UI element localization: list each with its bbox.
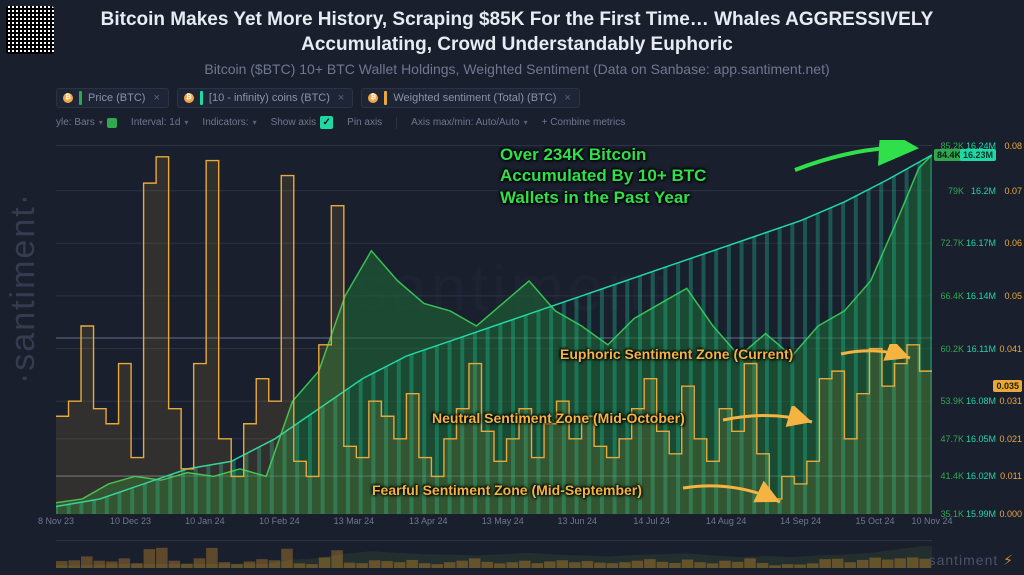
axis-tick: 41.4K: [940, 471, 964, 481]
x-tick: 8 Nov 23: [38, 516, 74, 526]
axis-tick: 0.021: [999, 434, 1022, 444]
combine-metrics-button[interactable]: + Combine metrics: [542, 117, 626, 128]
legend-row: ₿ Price (BTC) × ₿ [10 - infinity) coins (BTC…: [56, 88, 580, 108]
pin-axis-label: Pin axis: [347, 117, 382, 128]
interval-selector[interactable]: Interval: 1d ▾: [131, 117, 189, 128]
axis-tick: 0.06: [1004, 238, 1022, 248]
mini-chart[interactable]: [56, 540, 932, 568]
close-icon[interactable]: ×: [562, 92, 572, 104]
axis-tick: 0.08: [1004, 141, 1022, 151]
axis-tick: 47.7K: [940, 434, 964, 444]
qr-code: [6, 6, 54, 54]
axis-tick: 16.2M: [971, 186, 996, 196]
x-tick: 14 Sep 24: [780, 516, 821, 526]
axis-tick: 16.02M: [966, 471, 996, 481]
x-tick: 10 Nov 24: [911, 516, 952, 526]
axis-tick: 16.14M: [966, 291, 996, 301]
axis-tick: 0.000: [999, 509, 1022, 519]
page-subtitle: Bitcoin ($BTC) 10+ BTC Wallet Holdings, …: [70, 61, 964, 77]
header: Bitcoin Makes Yet More History, Scraping…: [0, 0, 1024, 81]
axis-tick: 16.17M: [966, 238, 996, 248]
style-label: yle: Bars: [56, 117, 95, 128]
annotation-fearful: Fearful Sentiment Zone (Mid-September): [372, 482, 642, 498]
axis-tick: 16.08M: [966, 396, 996, 406]
coin-icon: ₿: [184, 93, 194, 103]
show-axis-label: Show axis: [271, 117, 317, 128]
axis-tick: 0.05: [1004, 291, 1022, 301]
axis-tick: 79K: [948, 186, 964, 196]
x-tick: 14 Aug 24: [706, 516, 747, 526]
x-tick: 13 Jun 24: [557, 516, 597, 526]
legend-swatch: [200, 91, 203, 105]
annotation-accumulation: Over 234K BitcoinAccumulated By 10+ BTCW…: [500, 144, 800, 208]
x-tick: 13 May 24: [482, 516, 524, 526]
legend-label: [10 - infinity) coins (BTC): [209, 92, 330, 104]
x-tick: 15 Oct 24: [856, 516, 895, 526]
close-icon[interactable]: ×: [151, 92, 161, 104]
axis-tick: 16.11M: [967, 344, 996, 354]
style-selector[interactable]: yle: Bars ▾: [56, 117, 117, 128]
axis-tick: 0.07: [1004, 186, 1022, 196]
axis-maxmin-selector[interactable]: Axis max/min: Auto/Auto ▾: [411, 117, 527, 128]
x-tick: 14 Jul 24: [633, 516, 670, 526]
annotation-neutral: Neutral Sentiment Zone (Mid-October): [432, 410, 685, 426]
combine-label: + Combine metrics: [542, 117, 626, 128]
axis-tick: 66.4K: [940, 291, 964, 301]
x-tick: 10 Dec 23: [110, 516, 151, 526]
axis-tick: 0.031: [999, 396, 1022, 406]
x-tick: 10 Feb 24: [259, 516, 300, 526]
coin-icon: ₿: [63, 93, 73, 103]
axis-tick: 60.2K: [940, 344, 964, 354]
coin-icon: ₿: [368, 93, 378, 103]
axis-tick: 16.05M: [966, 434, 996, 444]
right-axes: 85.2K79K72.7K66.4K60.2K53.9K47.7K41.4K35…: [934, 138, 1022, 514]
legend-label: Price (BTC): [88, 92, 145, 104]
pin-axis-toggle[interactable]: Pin axis: [347, 117, 382, 128]
close-icon[interactable]: ×: [336, 92, 346, 104]
legend-swatch: [79, 91, 82, 105]
chart-toolbar: yle: Bars ▾ Interval: 1d ▾ Indicators: ▾…: [56, 116, 625, 129]
show-axis-toggle[interactable]: Show axis ✓: [271, 116, 334, 129]
x-tick: 13 Apr 24: [409, 516, 448, 526]
footer-brand-text: santiment: [929, 552, 999, 568]
side-brand: ·santiment·: [4, 191, 43, 383]
x-tick: 13 Mar 24: [334, 516, 375, 526]
interval-label: Interval: 1d: [131, 117, 180, 128]
chart-area[interactable]: [56, 138, 932, 514]
axis-current-badge: 0.035: [993, 380, 1022, 392]
legend-swatch: [384, 91, 387, 105]
legend-item[interactable]: ₿ Price (BTC) ×: [56, 88, 169, 108]
axis-maxmin-label: Axis max/min: Auto/Auto: [411, 117, 519, 128]
footer-brand: santiment ⚡︎: [929, 552, 1014, 569]
annotation-euphoric: Euphoric Sentiment Zone (Current): [560, 346, 793, 362]
axis-tick: 0.011: [1000, 471, 1022, 481]
indicators-selector[interactable]: Indicators: ▾: [202, 117, 256, 128]
legend-label: Weighted sentiment (Total) (BTC): [393, 92, 556, 104]
axis-current-badge: 16.23M: [960, 149, 996, 161]
indicators-label: Indicators:: [202, 117, 248, 128]
flame-icon: ⚡︎: [998, 552, 1014, 568]
axis-tick: 15.99M: [966, 509, 996, 519]
legend-item[interactable]: ₿ [10 - infinity) coins (BTC) ×: [177, 88, 353, 108]
axis-tick: 0.041: [999, 344, 1022, 354]
x-tick: 10 Jan 24: [185, 516, 225, 526]
axis-tick: 72.7K: [940, 238, 964, 248]
axis-tick: 53.9K: [940, 396, 964, 406]
legend-item[interactable]: ₿ Weighted sentiment (Total) (BTC) ×: [361, 88, 579, 108]
page-title: Bitcoin Makes Yet More History, Scraping…: [70, 8, 964, 57]
